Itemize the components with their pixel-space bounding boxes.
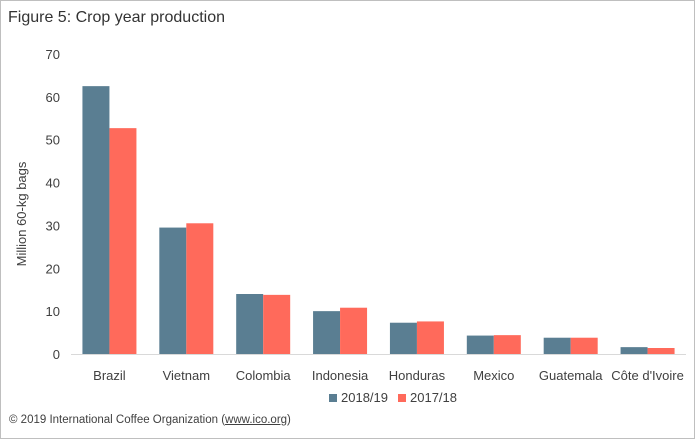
y-tick-label: 20 (46, 261, 60, 276)
bars-group (82, 86, 675, 355)
bar-2017-18-2 (263, 294, 291, 354)
y-tick-label: 0 (53, 347, 60, 362)
x-tick-label: Brazil (93, 368, 126, 383)
bar-2018-19-5 (466, 335, 494, 354)
y-tick-label: 70 (46, 47, 60, 62)
legend-swatch (329, 394, 337, 402)
y-tick-label: 50 (46, 133, 60, 148)
bar-2018-19-6 (543, 337, 571, 354)
bar-2018-19-4 (389, 322, 417, 354)
bar-2018-19-7 (620, 347, 648, 354)
bar-2018-19-0 (82, 86, 110, 355)
bar-2017-18-5 (493, 335, 521, 354)
y-tick-label: 30 (46, 218, 60, 233)
copyright-prefix: © 2019 International Coffee Organization… (9, 414, 226, 426)
x-axis: Brazil Vietnam Colombia Indonesia Honduras Me… (93, 368, 684, 383)
legend: 2018/19 2017/18 (329, 390, 457, 405)
bar-2017-18-0 (109, 128, 137, 354)
bar-2017-18-4 (416, 321, 444, 354)
bar-2018-19-2 (236, 294, 264, 354)
y-tick-label: 60 (46, 90, 60, 105)
x-tick-label: Colombia (236, 368, 292, 383)
x-tick-label: Mexico (473, 368, 514, 383)
bar-2018-19-1 (159, 227, 187, 354)
bar-2017-18-7 (647, 348, 675, 354)
bar-2017-18-1 (186, 223, 214, 354)
legend-label: 2017/18 (410, 390, 457, 405)
bar-2017-18-6 (570, 337, 598, 354)
x-tick-label: Indonesia (312, 368, 369, 383)
y-axis: 0 10 20 30 40 50 60 70 (46, 47, 60, 362)
y-tick-label: 10 (46, 304, 60, 319)
copyright-notice: © 2019 International Coffee Organization… (9, 414, 291, 426)
y-tick-label: 40 (46, 176, 60, 191)
x-tick-label: Honduras (389, 368, 446, 383)
x-tick-label: Guatemala (539, 368, 603, 383)
figure-title: Figure 5: Crop year production (8, 9, 225, 26)
y-axis-label: Million 60-kg bags (14, 161, 29, 266)
x-tick-label: Côte d'Ivoire (611, 368, 684, 383)
legend-swatch (398, 394, 406, 402)
legend-label: 2018/19 (341, 390, 388, 405)
x-tick-label: Vietnam (163, 368, 210, 383)
copyright-suffix: ) (287, 414, 291, 426)
ico-website-link[interactable]: www.ico.org (225, 414, 288, 426)
bar-2017-18-3 (340, 307, 368, 354)
bar-2018-19-3 (313, 311, 341, 354)
